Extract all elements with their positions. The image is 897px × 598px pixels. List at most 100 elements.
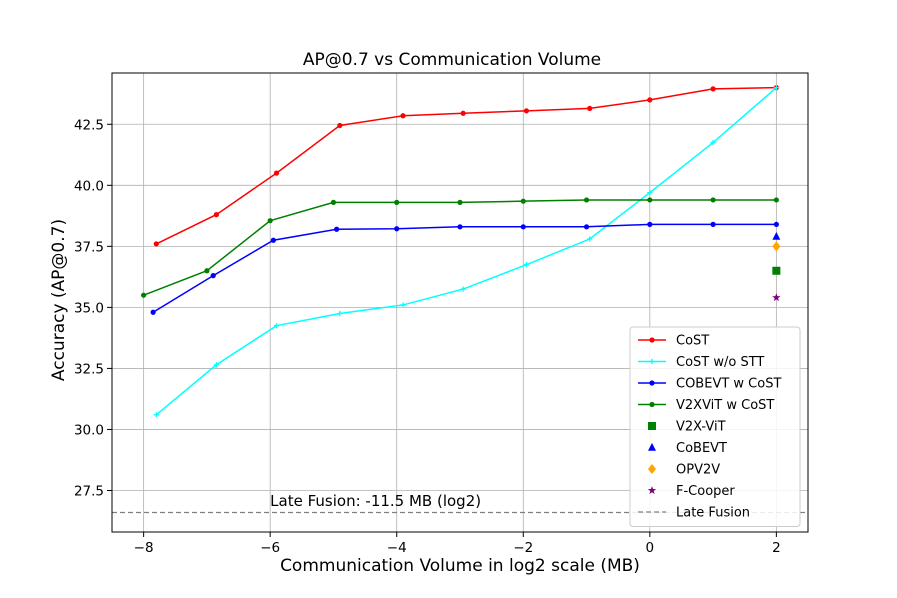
v2xvit-w-cost-point — [773, 197, 779, 203]
y-tick-label: 30.0 — [74, 422, 104, 438]
v2xvit-w-cost-point — [457, 199, 463, 205]
cobevt-point — [772, 231, 781, 240]
cobevt-w-cost-point — [773, 221, 779, 227]
legend-entry-cobevt-w-cost: COBEVT w CoST — [638, 377, 781, 392]
x-axis-label: Communication Volume in log2 scale (MB) — [280, 556, 640, 576]
legend-label: OPV2V — [676, 463, 720, 478]
chart-title: AP@0.7 vs Communication Volume — [303, 50, 601, 70]
legend-box — [629, 326, 801, 527]
legend-marker-swatch — [649, 380, 655, 386]
v2xvit-w-cost-point — [330, 199, 337, 205]
v2xvit-w-cost-point — [267, 218, 273, 224]
y-tick-label: 27.5 — [74, 483, 104, 499]
cost-point — [647, 97, 653, 103]
cobevt-w-cost-point — [647, 221, 653, 227]
v2x-vit-point — [772, 266, 781, 275]
legend-label: V2XViT w CoST — [676, 398, 774, 413]
v2xvit-w-cost-point — [520, 198, 526, 204]
legend-marker-swatch — [649, 358, 655, 365]
legend-marker-swatch — [648, 464, 656, 474]
y-axis-label: Accuracy (AP@0.7) — [49, 219, 69, 381]
cost-w-o-stt-point — [773, 85, 779, 91]
cost-w-o-stt-point — [587, 236, 593, 242]
legend-marker-swatch — [648, 442, 656, 451]
plot-frame — [111, 72, 809, 533]
series-layer: Late Fusion: -11.5 MB (log2) — [112, 85, 808, 514]
v2xvit-w-cost-point — [141, 292, 147, 298]
opv2v-point — [772, 241, 781, 252]
cost-point — [587, 105, 593, 112]
series-v2x-vit — [772, 266, 781, 275]
legend-label: F-Cooper — [676, 484, 735, 499]
series-cobevt-w-cost — [150, 221, 779, 315]
legend-label: COBEVT w CoST — [676, 377, 781, 392]
cost-w-o-stt-point — [337, 310, 343, 317]
v2xvit-w-cost-point — [647, 197, 653, 203]
legend-entry-opv2v: OPV2V — [648, 463, 720, 478]
cost-point — [213, 212, 219, 218]
cost-point — [710, 86, 716, 92]
x-tick-label: −6 — [260, 540, 280, 556]
cobevt-w-cost-point — [150, 309, 156, 315]
legend-marker-swatch — [647, 486, 657, 495]
cobevt-w-cost-point — [710, 221, 716, 227]
x-tick-label: −2 — [513, 540, 533, 556]
cost-w-o-stt-point — [213, 362, 219, 368]
cost-w-o-stt-point — [460, 286, 466, 292]
series-v2xvit-w-cost — [141, 197, 779, 298]
cost-point — [273, 170, 280, 176]
series-cost — [153, 85, 779, 247]
late-fusion-annotation: Late Fusion: -11.5 MB (log2) — [270, 492, 481, 510]
legend-label: CoST w/o STT — [676, 355, 764, 370]
cobevt-w-cost-point — [270, 237, 276, 243]
x-tick-label: −8 — [134, 540, 154, 556]
legend-label: CoBEVT — [676, 441, 727, 456]
x-tick-label: −4 — [387, 540, 407, 556]
y-tick-label: 37.5 — [74, 239, 104, 255]
legend-entry-late-fusion: Late Fusion — [638, 506, 750, 521]
y-tick-label: 40.0 — [74, 178, 104, 194]
cost-w-o-stt-point — [273, 323, 280, 329]
cobevt-w-cost-point — [520, 224, 526, 230]
legend: CoST CoST w/o STT COBEVT w CoST V2XViT w Co… — [629, 326, 801, 527]
series-f-cooper — [772, 293, 781, 302]
v2xvit-w-cost-point — [583, 197, 590, 203]
x-tick-label: 2 — [772, 540, 781, 556]
cost-w-o-stt-point — [710, 139, 716, 146]
legend-marker-swatch — [649, 401, 655, 408]
series-opv2v — [772, 241, 781, 252]
v2xvit-w-cost-point — [394, 199, 400, 205]
cobevt-w-cost-point — [394, 226, 400, 232]
v2xvit-w-cost-point — [204, 268, 210, 274]
legend-entry-cobevt: CoBEVT — [648, 441, 727, 456]
cost-point — [337, 122, 343, 129]
cost-w-o-stt-point — [153, 412, 159, 418]
axes: −8 −6 −4 −2 0 2 27.5 30.0 32.5 35.0 37.5 40.0 42.5 — [74, 72, 809, 556]
cost-point — [400, 113, 406, 119]
v2xvit-w-cost-point — [710, 197, 716, 203]
y-tick-label: 32.5 — [74, 361, 104, 377]
cost-point — [460, 110, 466, 116]
cost-point — [523, 108, 530, 114]
cobevt-w-cost-point — [210, 273, 216, 279]
legend-marker-swatch — [648, 422, 656, 430]
x-tick-label: 0 — [646, 540, 655, 556]
cobevt-w-cost-point — [457, 224, 463, 230]
legend-entry-cost: CoST — [638, 334, 709, 349]
legend-entry-f-cooper: F-Cooper — [647, 484, 735, 499]
cobevt-w-cost-point — [583, 224, 590, 230]
cost-w-o-stt-point — [400, 302, 406, 308]
y-tick-label: 42.5 — [74, 117, 104, 133]
legend-entry-v2x-vit: V2X-ViT — [648, 420, 726, 435]
cost-w-o-stt-point — [647, 190, 653, 196]
legend-label: CoST — [676, 334, 709, 349]
legend-label: V2X-ViT — [676, 420, 726, 435]
f-cooper-point — [772, 293, 781, 302]
legend-entry-v2xvit-w-cost: V2XViT w CoST — [638, 398, 774, 413]
legend-label: Late Fusion — [676, 506, 750, 521]
grid — [112, 73, 808, 532]
series-cobevt — [772, 231, 781, 240]
cost-point — [153, 241, 159, 247]
cobevt-w-cost-point — [334, 226, 340, 232]
